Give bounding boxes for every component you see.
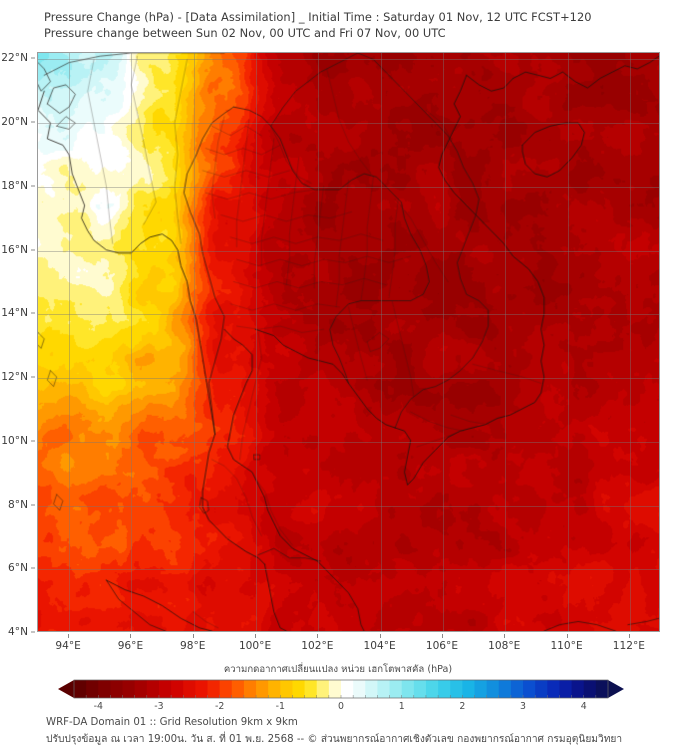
x-axis-tick-mark [566,634,568,638]
y-axis-labels: 4°N 6°N 8°N 10°N 12°N 14°N 16°N 18°N 20°N 22°N [0,52,35,638]
x-axis-tick-mark [255,634,257,638]
x-axis-tick-label: 106°E [425,640,459,652]
chart-title-block: Pressure Change (hPa) - [Data Assimilati… [44,9,664,41]
colorbar-tick-label: -3 [154,701,164,712]
x-axis-tick-mark [130,634,132,638]
colorbar-tick-label: 3 [520,701,527,712]
y-axis-tick-mark [31,631,35,633]
x-axis-tick-label: 98°E [180,640,206,652]
y-axis-tick-label: 22°N [1,52,28,65]
y-axis-tick-mark [31,249,35,251]
colorbar-tick-label: 1 [398,701,405,712]
colorbar-tick-label: -2 [214,701,225,712]
y-axis-tick-label: 12°N [1,371,28,384]
colorbar-tick-label: -1 [275,701,285,712]
x-axis-tick-label: 110°E [550,640,583,652]
y-axis-tick-label: 18°N [1,179,28,192]
colorbar-gradient [58,679,624,699]
x-axis-tick-label: 104°E [363,640,396,652]
colorbar-tick-label: 4 [580,701,587,712]
footer-block: WRF-DA Domain 01 :: Grid Resolution 9km … [46,714,666,748]
footer-model-info: WRF-DA Domain 01 :: Grid Resolution 9km … [46,717,298,728]
y-axis-tick-mark [31,376,35,378]
colorbar-tick-label: 0 [338,701,344,712]
y-axis-tick-mark [31,504,35,506]
colorbar-tick-labels: -4 -3 -2 -1 0 1 2 3 4 [58,699,624,713]
x-axis-tick-label: 102°E [301,640,334,652]
y-axis-tick-label: 14°N [1,307,28,320]
y-axis-tick-label: 16°N [1,243,28,256]
x-axis-tick-mark [628,634,630,638]
y-axis-tick-mark [31,312,35,314]
x-axis-tick-label: 94°E [55,640,81,652]
x-axis-tick-mark [192,634,194,638]
footer-attribution: ปรับปรุงข้อมูล ณ เวลา 19:00น. วัน ส. ที่… [46,734,623,745]
x-axis-tick-mark [68,634,70,638]
y-axis-tick-mark [31,440,35,442]
x-axis-tick-mark [379,634,381,638]
colorbar-tick-label: -4 [93,701,103,712]
chart-title-line-2: Pressure change between Sun 02 Nov, 00 U… [44,26,446,40]
y-axis-tick-label: 6°N [8,562,28,575]
chart-title-line-1: Pressure Change (hPa) - [Data Assimilati… [44,10,592,24]
x-axis-tick-mark [317,634,319,638]
colorbar-label: ความกดอากาศเปลี่ยนแปลง หน่วย เฮกโตพาสคัล… [223,664,453,675]
y-axis-tick-mark [31,57,35,59]
y-axis-tick-label: 8°N [8,498,28,511]
y-axis-tick-label: 20°N [1,116,28,129]
map-plot-area [37,52,660,632]
y-axis-tick-mark [31,121,35,123]
y-axis-tick-mark [31,567,35,569]
y-axis-tick-label: 4°N [8,626,28,638]
x-axis-tick-label: 112°E [612,640,645,652]
y-axis-tick-label: 10°N [1,434,28,447]
x-axis-tick-label: 96°E [117,640,144,652]
x-axis-labels: 94°E 96°E 98°E 100°E 102°E 104°E 106°E 108°E 110… [37,634,660,654]
coastline-and-borders-overlay [38,53,659,631]
x-axis-tick-label: 100°E [238,640,272,652]
colorbar-tick-label: 2 [459,701,466,712]
x-axis-tick-mark [441,634,443,638]
x-axis-tick-label: 108°E [488,640,521,652]
colorbar [58,679,624,699]
y-axis-tick-mark [31,185,35,187]
x-axis-tick-mark [504,634,506,638]
